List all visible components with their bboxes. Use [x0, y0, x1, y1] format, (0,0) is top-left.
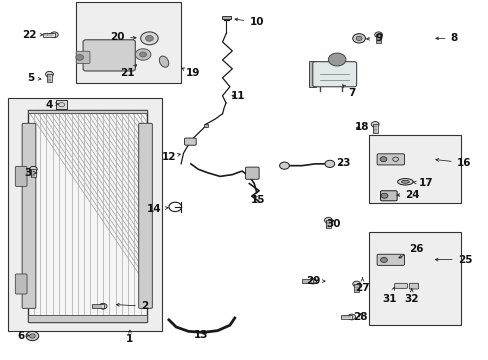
FancyBboxPatch shape — [309, 61, 316, 87]
FancyBboxPatch shape — [312, 62, 356, 87]
FancyBboxPatch shape — [301, 279, 313, 283]
Text: 9: 9 — [366, 33, 382, 43]
Text: 17: 17 — [412, 178, 432, 188]
Circle shape — [45, 71, 53, 77]
Text: 2: 2 — [116, 301, 148, 311]
Text: 25: 25 — [434, 255, 471, 265]
Text: 13: 13 — [193, 330, 207, 340]
FancyBboxPatch shape — [394, 283, 407, 288]
Circle shape — [355, 36, 361, 41]
Text: 8: 8 — [435, 33, 457, 43]
Text: 5: 5 — [27, 73, 41, 83]
Circle shape — [370, 122, 378, 127]
FancyBboxPatch shape — [83, 40, 135, 71]
Ellipse shape — [159, 56, 168, 67]
Text: 26: 26 — [398, 244, 423, 258]
Circle shape — [308, 278, 316, 284]
Circle shape — [279, 162, 289, 169]
Text: 3: 3 — [24, 168, 37, 178]
Text: 7: 7 — [342, 85, 355, 98]
FancyBboxPatch shape — [353, 284, 358, 292]
FancyBboxPatch shape — [31, 169, 36, 177]
Circle shape — [347, 314, 355, 320]
Text: 11: 11 — [230, 91, 245, 101]
Text: 18: 18 — [354, 122, 369, 132]
Ellipse shape — [401, 180, 408, 183]
Circle shape — [324, 217, 331, 223]
Circle shape — [328, 53, 345, 66]
Bar — [368, 135, 461, 203]
FancyBboxPatch shape — [340, 315, 351, 319]
Circle shape — [145, 36, 153, 41]
FancyBboxPatch shape — [375, 35, 380, 43]
Text: 29: 29 — [306, 276, 325, 286]
FancyBboxPatch shape — [408, 283, 418, 289]
Circle shape — [29, 334, 35, 338]
Circle shape — [352, 34, 365, 43]
Bar — [203, 125, 208, 127]
Text: 4: 4 — [46, 100, 59, 110]
Text: 14: 14 — [147, 204, 168, 215]
Text: 1: 1 — [126, 330, 133, 343]
Text: 24: 24 — [396, 190, 419, 200]
FancyBboxPatch shape — [376, 254, 404, 265]
Bar — [27, 110, 147, 113]
Bar — [368, 232, 461, 325]
Bar — [222, 16, 230, 19]
Circle shape — [141, 32, 158, 45]
Circle shape — [379, 157, 386, 162]
FancyBboxPatch shape — [245, 167, 259, 179]
Bar — [27, 110, 147, 321]
Text: 30: 30 — [325, 219, 340, 229]
Bar — [76, 3, 181, 83]
Circle shape — [29, 166, 37, 172]
Text: 28: 28 — [352, 312, 367, 322]
Circle shape — [99, 303, 107, 309]
FancyBboxPatch shape — [376, 154, 404, 165]
Circle shape — [380, 193, 387, 198]
Text: 15: 15 — [250, 195, 265, 205]
FancyBboxPatch shape — [325, 220, 330, 228]
Bar — [56, 100, 67, 109]
Circle shape — [50, 32, 58, 38]
Bar — [8, 98, 161, 330]
Text: 16: 16 — [435, 158, 470, 168]
FancyBboxPatch shape — [22, 123, 36, 309]
Circle shape — [380, 257, 386, 262]
FancyBboxPatch shape — [47, 74, 52, 82]
FancyBboxPatch shape — [76, 51, 90, 63]
Ellipse shape — [397, 179, 412, 185]
Text: 23: 23 — [335, 158, 349, 168]
Circle shape — [140, 52, 146, 57]
Circle shape — [26, 331, 39, 341]
Text: 20: 20 — [110, 32, 136, 42]
Text: 12: 12 — [162, 152, 180, 162]
Circle shape — [374, 32, 382, 38]
Bar — [27, 315, 147, 321]
FancyBboxPatch shape — [15, 166, 27, 186]
Text: 10: 10 — [234, 17, 264, 27]
Circle shape — [352, 281, 360, 287]
FancyBboxPatch shape — [372, 124, 377, 133]
Text: 6: 6 — [18, 331, 29, 341]
Text: 32: 32 — [404, 288, 418, 304]
Text: 19: 19 — [182, 68, 200, 78]
FancyBboxPatch shape — [92, 305, 103, 308]
Text: 31: 31 — [382, 287, 396, 304]
FancyBboxPatch shape — [43, 33, 55, 37]
Text: 27: 27 — [354, 278, 369, 293]
Circle shape — [76, 54, 83, 60]
Text: 21: 21 — [120, 65, 136, 78]
FancyBboxPatch shape — [380, 191, 396, 201]
Circle shape — [135, 49, 151, 60]
Text: 22: 22 — [21, 30, 42, 40]
Circle shape — [325, 160, 334, 167]
FancyBboxPatch shape — [139, 123, 152, 309]
FancyBboxPatch shape — [15, 274, 27, 294]
FancyBboxPatch shape — [184, 138, 196, 145]
